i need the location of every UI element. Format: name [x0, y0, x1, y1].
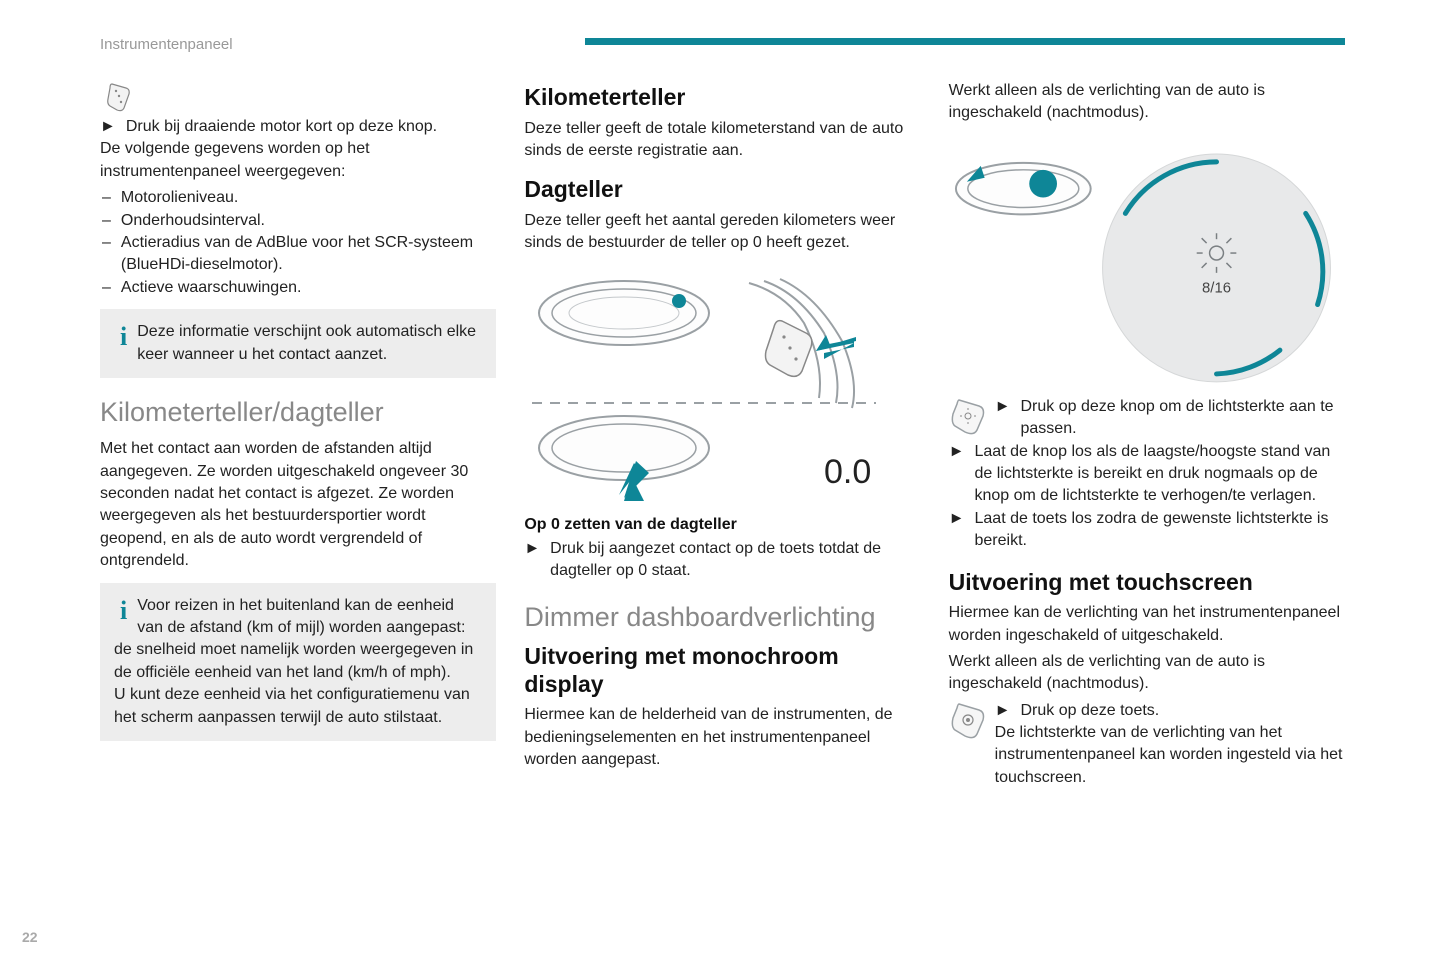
b4-text: Druk op deze toets. [1021, 700, 1160, 722]
page-content: ► Druk bij draaiende motor kort op deze … [100, 80, 1345, 923]
sub-reset: Op 0 zetten van de dagteller [524, 516, 920, 534]
p-km-dag: Met het contact aan worden de afstanden … [100, 438, 496, 572]
h-touch: Uitvoering met touchscreen [949, 569, 1345, 597]
triangle-icon: ► [100, 116, 116, 138]
list-item: –Actieve waarschuwingen. [100, 277, 496, 299]
column-3: Werkt alleen als de verlichting van de a… [949, 80, 1345, 923]
figure-dagteller: 0.0 [524, 263, 920, 508]
info-box-1: i Deze informatie verschijnt ook automat… [100, 309, 496, 378]
h-mono: Uitvoering met monochroom display [524, 643, 920, 698]
column-2: Kilometerteller Deze teller geeft de tot… [524, 80, 920, 923]
section-km-dag: Kilometerteller/dagteller [100, 396, 496, 428]
b2-text: Laat de knop los als de laagste/hoogste … [975, 441, 1345, 508]
icon-bullet-1: ► Druk op deze knop om de lichtsterkte a… [949, 396, 1345, 441]
header-title: Instrumentenpaneel [100, 36, 233, 53]
triangle-icon: ► [995, 700, 1011, 722]
p-night: Werkt alleen als de verlichting van de a… [949, 80, 1345, 125]
column-1: ► Druk bij draaiende motor kort op deze … [100, 80, 496, 923]
touch-button-icon [949, 700, 989, 734]
figure-dial: 8/16 [949, 133, 1345, 388]
b3-text: Laat de toets los zodra de gewenste lich… [975, 508, 1345, 553]
b1-text: Druk op deze knop om de lichtsterkte aan… [1021, 396, 1345, 441]
info-text-1: Deze informatie verschijnt ook automatis… [137, 323, 476, 362]
list-item: –Onderhoudsinterval. [100, 210, 496, 232]
triangle-icon: ► [949, 508, 965, 553]
reset-text: Druk bij aangezet contact op de toets to… [550, 538, 920, 583]
page-number: 22 [22, 929, 38, 945]
triangle-icon: ► [949, 441, 965, 508]
dial-value: 8/16 [1202, 280, 1231, 296]
info-box-2: i Voor reizen in het buitenland kan de e… [100, 583, 496, 741]
p-kilometerteller: Deze teller geeft de totale kilometersta… [524, 118, 920, 163]
bullet-b2: ► Laat de knop los als de laagste/hoogst… [949, 441, 1345, 508]
bullet-intro: ► Druk bij draaiende motor kort op deze … [100, 116, 496, 138]
list-item: –Motorolieniveau. [100, 187, 496, 209]
list-item: –Actieradius van de AdBlue voor het SCR-… [100, 232, 496, 277]
header-accent-bar [585, 38, 1345, 45]
h-dagteller: Dagteller [524, 176, 920, 204]
bullet-b3: ► Laat de toets los zodra de gewenste li… [949, 508, 1345, 553]
intro-text: De volgende gegevens worden op het instr… [100, 138, 496, 183]
brightness-button-icon [949, 396, 989, 430]
h-kilometerteller: Kilometerteller [524, 84, 920, 112]
p-mono: Hiermee kan de helderheid van de instrum… [524, 704, 920, 771]
info-text-2: Voor reizen in het buitenland kan de een… [114, 597, 473, 726]
p-touch2: Werkt alleen als de verlichting van de a… [949, 651, 1345, 696]
p-touch3: De lichtsterkte van de verlichting van h… [995, 722, 1345, 789]
fig-value: 0.0 [824, 453, 871, 491]
info-icon: i [120, 593, 127, 629]
h-dimmer: Dimmer dashboardverlichting [524, 601, 920, 633]
bullet-reset: ► Druk bij aangezet contact op de toets … [524, 538, 920, 583]
info-icon: i [120, 319, 127, 355]
intro-bullet-text: Druk bij draaiende motor kort op deze kn… [126, 116, 437, 138]
triangle-icon: ► [995, 396, 1011, 441]
icon-bullet-2: ► Druk op deze toets. De lichtsterkte va… [949, 700, 1345, 794]
triangle-icon: ► [524, 538, 540, 583]
page-header: Instrumentenpaneel [100, 36, 1345, 56]
p-touch1: Hiermee kan de verlichting van het instr… [949, 602, 1345, 647]
p-dagteller: Deze teller geeft het aantal gereden kil… [524, 210, 920, 255]
button-icon [100, 80, 140, 114]
